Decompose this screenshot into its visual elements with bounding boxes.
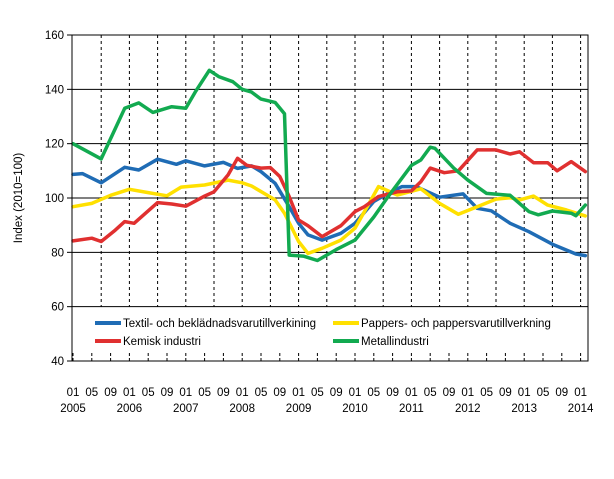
x-month-label: 09 bbox=[104, 387, 117, 399]
x-year-label: 2013 bbox=[511, 403, 537, 415]
x-month-label: 01 bbox=[292, 387, 305, 399]
x-year-label: 2007 bbox=[173, 403, 199, 415]
y-tick-label: 100 bbox=[45, 193, 64, 205]
x-year-label: 2014 bbox=[568, 403, 594, 415]
x-month-label: 01 bbox=[349, 387, 362, 399]
x-month-label: 09 bbox=[273, 387, 286, 399]
x-month-label: 09 bbox=[443, 387, 456, 399]
y-tick-label: 40 bbox=[51, 356, 64, 368]
x-month-label: 09 bbox=[499, 387, 512, 399]
x-month-label: 05 bbox=[85, 387, 98, 399]
x-month-label: 09 bbox=[217, 387, 230, 399]
legend-label: Pappers- och pappersvarutillverkning bbox=[361, 318, 551, 330]
x-year-label: 2006 bbox=[117, 403, 143, 415]
x-month-label: 09 bbox=[330, 387, 343, 399]
y-tick-label: 140 bbox=[45, 84, 64, 96]
legend: Textil- och beklädnadsvarutillverkining P… bbox=[95, 318, 551, 348]
x-month-label: 09 bbox=[555, 387, 568, 399]
x-month-label: 01 bbox=[67, 387, 80, 399]
y-tick-label: 80 bbox=[51, 247, 64, 259]
x-month-label: 05 bbox=[537, 387, 550, 399]
x-year-label: 2005 bbox=[60, 403, 86, 415]
series-line-1 bbox=[71, 157, 588, 258]
grid bbox=[72, 35, 588, 308]
x-month-label: 05 bbox=[142, 387, 155, 399]
x-month-label: 01 bbox=[518, 387, 531, 399]
legend-label: Textil- och beklädnadsvarutillverkining bbox=[123, 318, 316, 330]
x-tick-labels: 01 05 09 01 05 09 01 05 09 01 05 09 01 05 09 01 05 09 01 05… bbox=[60, 387, 594, 415]
plot-border bbox=[71, 34, 589, 362]
x-year-label: 2008 bbox=[229, 403, 255, 415]
x-month-label: 01 bbox=[574, 387, 587, 399]
y-axis-label: Index (2010=100) bbox=[13, 153, 25, 244]
x-month-label: 05 bbox=[367, 387, 380, 399]
x-month-label: 05 bbox=[255, 387, 268, 399]
x-month-label: 05 bbox=[311, 387, 324, 399]
x-month-label: 01 bbox=[236, 387, 249, 399]
x-month-label: 01 bbox=[461, 387, 474, 399]
x-year-label: 2012 bbox=[455, 403, 481, 415]
legend-label: Metallindustri bbox=[361, 336, 429, 348]
series-line-2 bbox=[71, 178, 588, 256]
x-year-label: 2009 bbox=[286, 403, 312, 415]
x-month-label: 05 bbox=[198, 387, 211, 399]
x-year-label: 2010 bbox=[342, 403, 368, 415]
axes-frame bbox=[67, 34, 589, 362]
legend-label: Kemisk industri bbox=[123, 336, 201, 348]
y-tick-label: 60 bbox=[51, 302, 64, 314]
x-month-label: 05 bbox=[424, 387, 437, 399]
y-tick-label: 160 bbox=[45, 30, 64, 42]
y-tick-labels: 40 60 80 100 120 140 160 bbox=[45, 30, 64, 368]
x-month-label: 05 bbox=[480, 387, 493, 399]
x-month-label: 09 bbox=[386, 387, 399, 399]
series-lines bbox=[71, 68, 588, 263]
x-month-label: 09 bbox=[161, 387, 174, 399]
x-year-label: 2011 bbox=[399, 403, 424, 415]
x-month-label: 01 bbox=[179, 387, 192, 399]
series-line-3 bbox=[71, 148, 588, 244]
y-tick-label: 120 bbox=[45, 139, 64, 151]
x-month-label: 01 bbox=[405, 387, 418, 399]
x-month-label: 01 bbox=[123, 387, 136, 399]
series-line-4 bbox=[71, 68, 588, 263]
